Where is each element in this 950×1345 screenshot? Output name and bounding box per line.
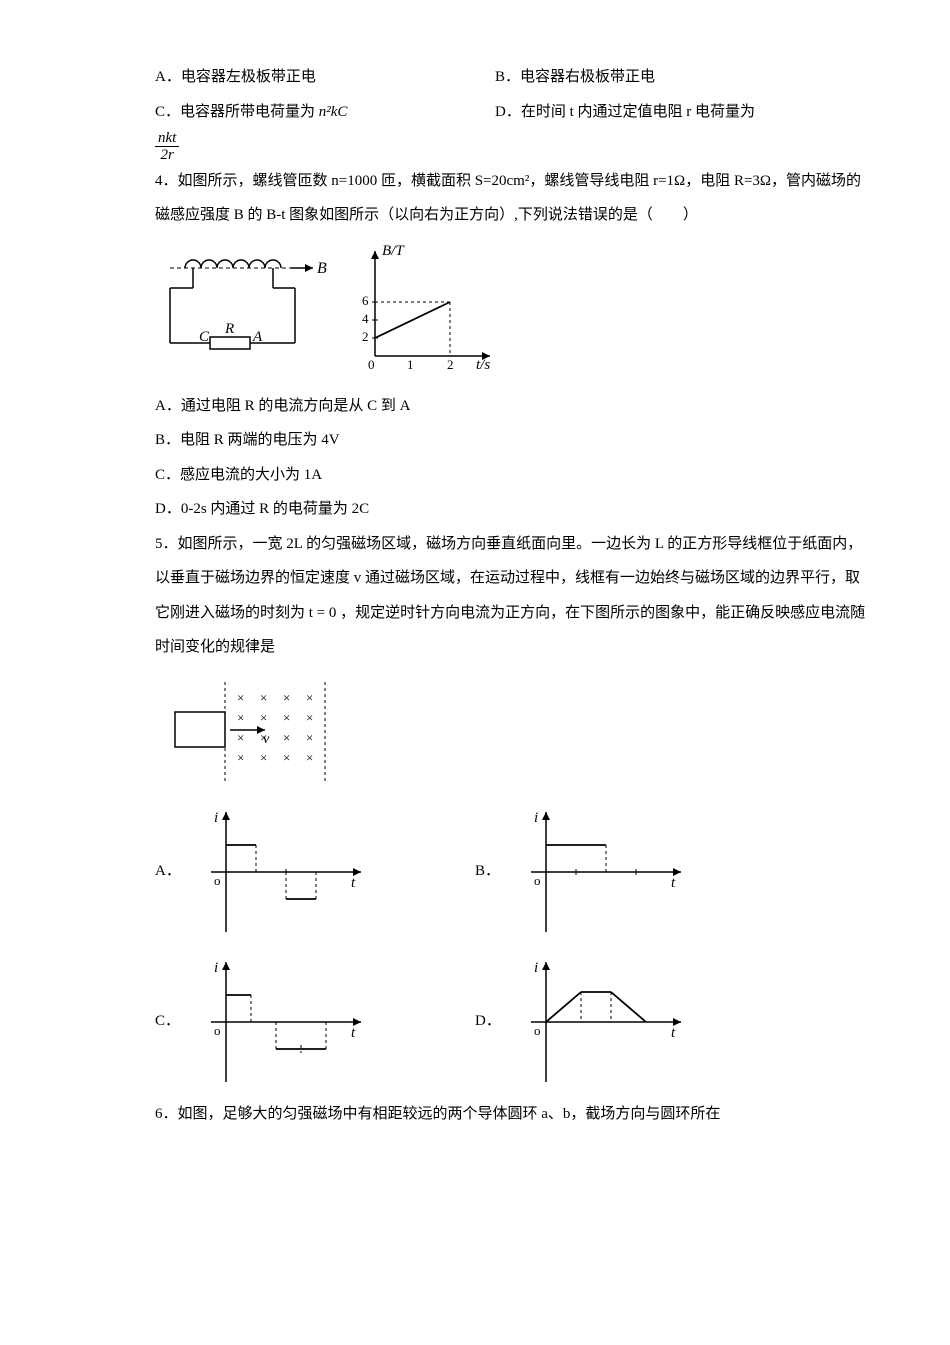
svg-text:t: t [351, 875, 356, 891]
svg-text:×: × [237, 690, 244, 705]
q4-figures: B R C A 2 4 6 1 2 0 B/T t/s [155, 241, 870, 371]
q4-optA: A．通过电阻 R 的电流方向是从 C 到 A [155, 389, 870, 424]
svg-text:×: × [260, 750, 267, 765]
q5-stem: 5．如图所示，一宽 2L 的匀强磁场区域，磁场方向垂直纸面向里。一边长为 L 的… [155, 527, 870, 665]
q5-labelA: A． [155, 854, 177, 889]
svg-text:i: i [214, 960, 218, 976]
q3-optB: B．电容器右极板带正电 [495, 60, 655, 95]
q5-labelC: C． [155, 1004, 177, 1039]
q5-labelD: D． [475, 1004, 497, 1039]
q5-chartA: A． i t o [155, 807, 475, 937]
q3-optD-text: D．在时间 t 内通过定值电阻 r 电荷量为 [495, 104, 755, 120]
svg-text:2: 2 [447, 357, 454, 371]
svg-text:v: v [263, 732, 270, 747]
q5-chartD: D． i t o [475, 957, 795, 1087]
svg-text:×: × [283, 710, 290, 725]
svg-text:×: × [306, 730, 313, 745]
q3-frac-den: 2r [155, 147, 179, 164]
svg-text:×: × [260, 710, 267, 725]
svg-text:i: i [534, 960, 538, 976]
svg-text:×: × [283, 730, 290, 745]
svg-text:×: × [306, 690, 313, 705]
q4-graph-ylabel: B/T [382, 243, 405, 259]
svg-text:×: × [260, 690, 267, 705]
q3-fraction: nkt 2r [155, 130, 179, 164]
q5-chartC: C． i t o [155, 957, 475, 1087]
q4-optB: B．电阻 R 两端的电压为 4V [155, 423, 870, 458]
svg-text:2: 2 [362, 329, 369, 344]
q3-row2: C．电容器所带电荷量为 n²kC D．在时间 t 内通过定值电阻 r 电荷量为 [155, 95, 870, 130]
svg-text:i: i [534, 810, 538, 826]
svg-text:×: × [237, 750, 244, 765]
q3-optC: C．电容器所带电荷量为 n²kC [155, 95, 495, 130]
q3-optA: A．电容器左极板带正电 [155, 60, 495, 95]
svg-text:t: t [671, 875, 676, 891]
q4-C-node: C [199, 329, 210, 345]
svg-text:×: × [237, 710, 244, 725]
q3-frac-num: nkt [155, 130, 179, 148]
q6-stem: 6．如图，足够大的匀强磁场中有相距较远的两个导体圆环 a、b，截场方向与圆环所在 [155, 1097, 870, 1132]
q3-row1: A．电容器左极板带正电 B．电容器右极板带正电 [155, 60, 870, 95]
svg-text:0: 0 [368, 357, 375, 371]
q4-stem: 4．如图所示，螺线管匝数 n=1000 匝，横截面积 S=20cm²，螺线管导线… [155, 164, 870, 233]
svg-text:1: 1 [407, 357, 414, 371]
q3-frac-line: nkt 2r [155, 129, 870, 164]
q3-optC-pre: C．电容器所带电荷量为 [155, 104, 319, 120]
svg-text:×: × [237, 730, 244, 745]
svg-text:t: t [671, 1025, 676, 1041]
svg-text:×: × [306, 710, 313, 725]
q4-optC: C．感应电流的大小为 1A [155, 458, 870, 493]
svg-text:×: × [306, 750, 313, 765]
q4-graph-svg: 2 4 6 1 2 0 B/T t/s [350, 241, 500, 371]
q4-graph-xlabel: t/s [476, 357, 490, 371]
svg-text:o: o [214, 1023, 221, 1038]
svg-text:6: 6 [362, 293, 369, 308]
q4-R-label: R [224, 321, 234, 337]
q5-charts: A． i t o B． i t o [155, 807, 870, 1087]
q3-optD: D．在时间 t 内通过定值电阻 r 电荷量为 [495, 95, 755, 130]
q4-circuit-svg: B R C A [155, 243, 330, 368]
q4-B-label: B [317, 260, 327, 277]
svg-text:o: o [214, 873, 221, 888]
svg-text:×: × [283, 690, 290, 705]
q5-field-figure: ×××× ×××× ×××× ×××× v [155, 677, 870, 787]
svg-text:o: o [534, 873, 541, 888]
svg-text:t: t [351, 1025, 356, 1041]
q5-labelB: B． [475, 854, 497, 889]
q3-optC-expr: n²kC [319, 104, 348, 120]
q5-chartB: B． i t o [475, 807, 795, 937]
svg-text:i: i [214, 810, 218, 826]
svg-text:×: × [283, 750, 290, 765]
q4-A-node: A [252, 329, 263, 345]
svg-text:o: o [534, 1023, 541, 1038]
q4-optD: D．0-2s 内通过 R 的电荷量为 2C [155, 492, 870, 527]
svg-text:4: 4 [362, 311, 369, 326]
